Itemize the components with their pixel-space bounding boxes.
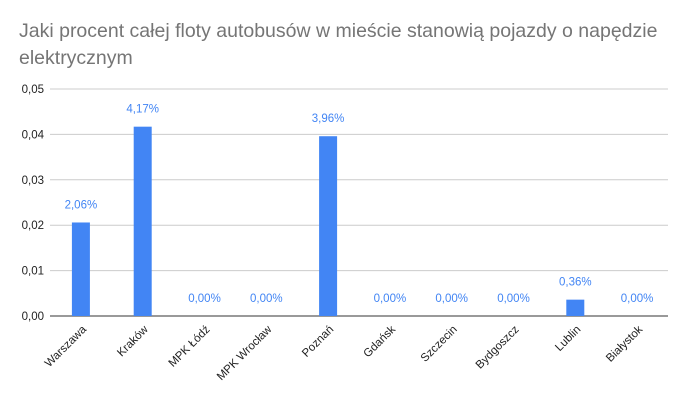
y-tick-label: 0,04 bbox=[22, 129, 45, 141]
x-tick-label: Bydgoszcz bbox=[474, 323, 522, 371]
data-label: 2,06% bbox=[65, 199, 98, 211]
data-label: 0,00% bbox=[621, 293, 654, 305]
data-label: 4,17% bbox=[126, 104, 159, 116]
x-tick-label: Szczecin bbox=[419, 324, 460, 365]
bar bbox=[133, 126, 152, 316]
x-tick-label: Warszawa bbox=[43, 323, 90, 370]
data-label: 0,00% bbox=[374, 293, 407, 305]
gridlines bbox=[50, 88, 668, 317]
x-tick-label: Lublin bbox=[553, 324, 583, 354]
x-tick-label: Kraków bbox=[115, 323, 151, 359]
x-tick-label: Poznań bbox=[300, 324, 336, 360]
x-tick-label: Gdańsk bbox=[362, 323, 399, 360]
bar bbox=[71, 222, 90, 316]
data-labels: 2,06% 4,17% 0,00% 0,00% 3,96% 0,00% 0,00% 0,00%… bbox=[65, 104, 654, 305]
x-tick-label: Białystok bbox=[604, 323, 645, 364]
x-tick-label: MPK Wrocław bbox=[215, 323, 275, 383]
y-tick-label: 0,02 bbox=[22, 220, 44, 232]
data-label: 0,00% bbox=[435, 293, 468, 305]
data-label: 3,96% bbox=[312, 113, 345, 125]
x-axis-ticks: Warszawa Kraków MPK Łódź MPK Wrocław Poznań G… bbox=[43, 323, 646, 383]
x-tick-label: MPK Łódź bbox=[167, 323, 213, 369]
y-tick-label: 0,01 bbox=[22, 266, 44, 278]
bars bbox=[71, 126, 585, 316]
chart-title: Jaki procent całej floty autobusów w mie… bbox=[19, 20, 658, 69]
data-label: 0,00% bbox=[188, 293, 221, 305]
data-label: 0,00% bbox=[250, 293, 283, 305]
bar bbox=[319, 136, 338, 316]
y-tick-label: 0,03 bbox=[22, 175, 44, 187]
y-tick-label: 0,00 bbox=[22, 311, 44, 323]
bar bbox=[566, 299, 585, 316]
y-tick-label: 0,05 bbox=[22, 84, 44, 96]
data-label: 0,00% bbox=[497, 293, 530, 305]
data-label: 0,36% bbox=[559, 277, 592, 289]
y-axis-ticks: 0,00 0,01 0,02 0,03 0,04 0,05 bbox=[22, 84, 45, 323]
